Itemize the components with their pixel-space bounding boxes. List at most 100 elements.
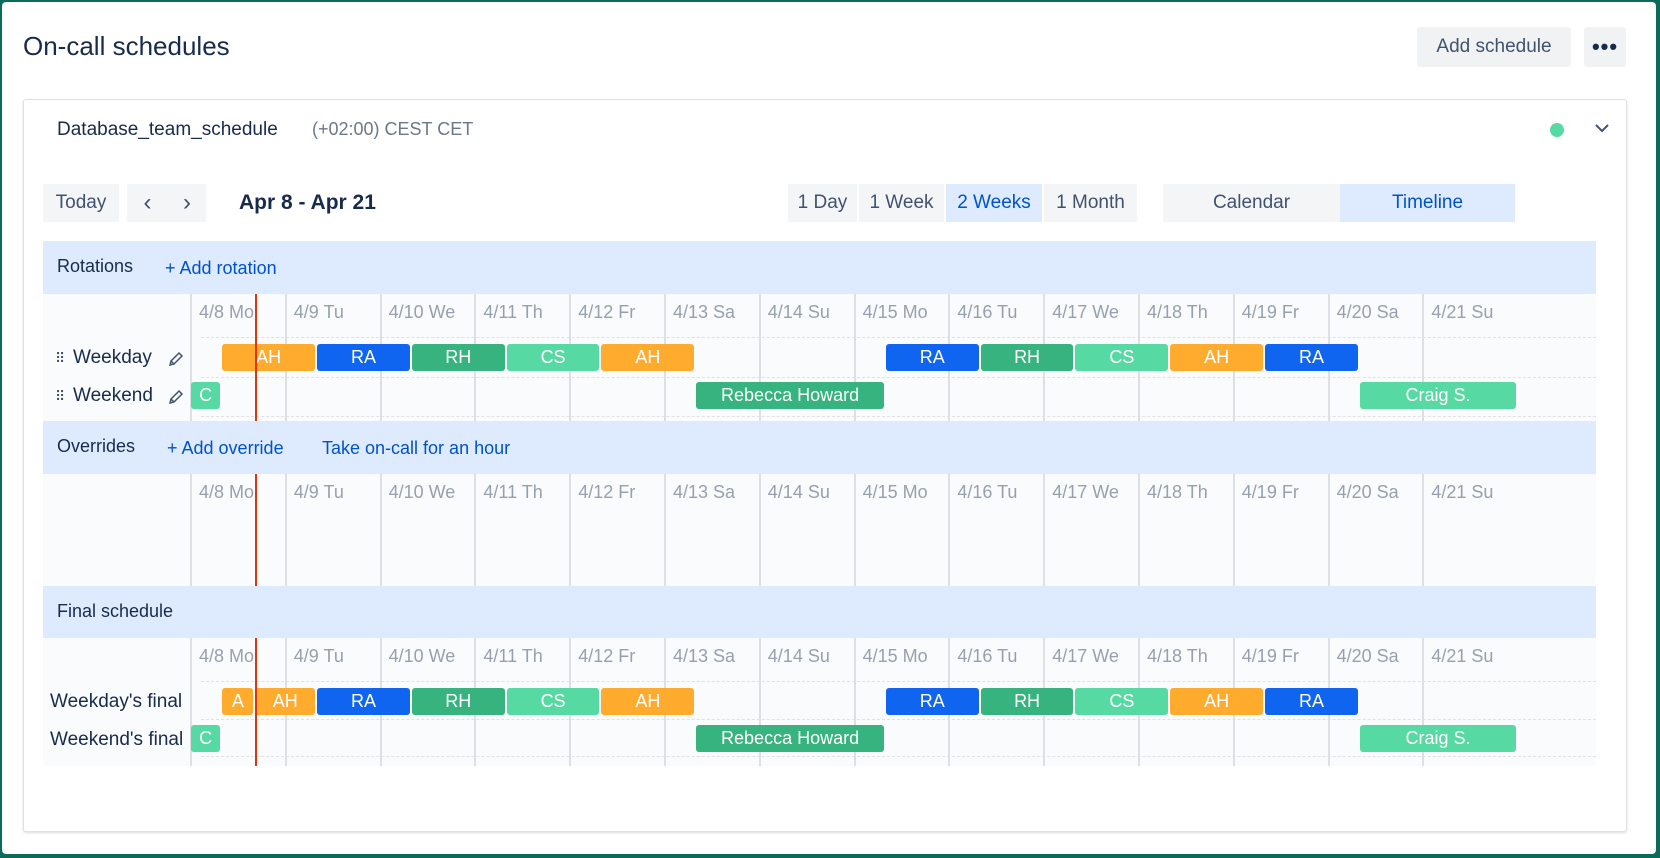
drag-handle-icon[interactable]: ⠿ bbox=[55, 350, 65, 366]
day-column-divider bbox=[1422, 638, 1425, 766]
day-column-divider bbox=[664, 474, 666, 586]
day-header: 4/14 Su bbox=[767, 646, 830, 666]
day-column-divider bbox=[284, 474, 287, 586]
day-header: 4/12 Fr bbox=[578, 646, 636, 666]
edit-icon[interactable] bbox=[167, 388, 185, 406]
day-header: 4/8 Mo bbox=[199, 646, 255, 666]
overrides-timeline: 4/8 Mo 4/9 Tu 4/10 We 4/11 Th 4/12 Fr 4/13 Sa… bbox=[43, 474, 1596, 586]
day-header: 4/17 We bbox=[1052, 646, 1119, 666]
weekday-shift-bar[interactable]: AH bbox=[601, 344, 695, 371]
day-header: 4/20 Sa bbox=[1336, 646, 1399, 666]
final-weekday-shift-bar[interactable]: RA bbox=[317, 688, 410, 715]
day-column-divider bbox=[758, 294, 761, 421]
day-column-divider bbox=[1422, 294, 1425, 421]
day-column-divider bbox=[853, 294, 856, 421]
day-header: 4/19 Fr bbox=[1241, 646, 1299, 666]
day-header: 4/15 Mo bbox=[862, 482, 928, 502]
day-column-divider bbox=[569, 474, 572, 586]
final-weekday-shift-bar[interactable]: RA bbox=[885, 688, 979, 715]
final-weekend-shift-bar[interactable]: C bbox=[191, 725, 221, 752]
day-header: 4/21 Su bbox=[1431, 302, 1494, 322]
day-column-divider bbox=[1422, 474, 1425, 586]
day-header: 4/16 Tu bbox=[957, 302, 1018, 322]
schedule-name[interactable]: Database_team_schedule bbox=[57, 119, 278, 140]
span-1-week[interactable]: 1 Week bbox=[859, 184, 944, 222]
date-range-label: Apr 8 - Apr 21 bbox=[239, 191, 376, 214]
weekday-shift-bar[interactable]: RH bbox=[411, 344, 505, 371]
span-1-month[interactable]: 1 Month bbox=[1044, 184, 1137, 222]
prev-period-button[interactable]: ‹ bbox=[127, 184, 168, 222]
day-header: 4/9 Tu bbox=[293, 482, 344, 502]
weekday-shift-bar[interactable]: CS bbox=[506, 344, 600, 371]
final-schedule-title: Final schedule bbox=[57, 601, 174, 621]
final-weekday-shift-bar[interactable]: A bbox=[222, 688, 254, 715]
page-title: On-call schedules bbox=[23, 31, 230, 61]
day-header: 4/20 Sa bbox=[1336, 302, 1399, 322]
day-header: 4/19 Fr bbox=[1241, 302, 1299, 322]
weekend-shift-bar[interactable]: Craig S. bbox=[1359, 382, 1517, 409]
rotation-label-weekend: Weekend bbox=[73, 385, 153, 406]
final-schedule-timeline: Weekday's final Weekend's final 4/8 Mo 4/… bbox=[43, 638, 1596, 766]
span-1-day[interactable]: 1 Day bbox=[788, 184, 857, 222]
weekend-shift-bar[interactable]: C bbox=[191, 382, 221, 409]
schedule-card: Database_team_schedule (+02:00) CEST CET… bbox=[23, 99, 1627, 832]
weekday-shift-bar[interactable]: RA bbox=[317, 344, 410, 371]
next-period-button[interactable]: › bbox=[168, 184, 206, 222]
view-calendar[interactable]: Calendar bbox=[1163, 184, 1340, 222]
final-weekday-shift-bar[interactable]: AH bbox=[601, 688, 695, 715]
day-column-divider bbox=[190, 474, 192, 586]
final-label-weekend: Weekend's final bbox=[50, 729, 184, 750]
final-weekday-shift-bar[interactable]: AH bbox=[1170, 688, 1264, 715]
weekend-shift-bar[interactable]: Rebecca Howard bbox=[696, 382, 884, 409]
span-2-weeks[interactable]: 2 Weeks bbox=[946, 184, 1042, 222]
rotations-title: Rotations bbox=[57, 256, 134, 276]
drag-handle-icon[interactable]: ⠿ bbox=[55, 388, 65, 404]
add-rotation-link[interactable]: + Add rotation bbox=[165, 258, 277, 278]
weekday-shift-bar[interactable]: AH bbox=[1170, 344, 1264, 371]
final-weekday-shift-bar[interactable]: RH bbox=[980, 688, 1074, 715]
take-oncall-link[interactable]: Take on-call for an hour bbox=[322, 438, 511, 458]
rotations-timeline: ⠿ Weekday ⠿ Weekend 4/8 Mo 4/9 Tu 4/10 We 4… bbox=[43, 294, 1596, 421]
add-schedule-button[interactable]: Add schedule bbox=[1417, 27, 1571, 67]
current-time-indicator bbox=[255, 474, 258, 586]
final-weekday-shift-bar[interactable]: RA bbox=[1265, 688, 1358, 715]
overrides-title: Overrides bbox=[57, 436, 136, 456]
day-header: 4/11 Th bbox=[483, 302, 543, 322]
view-timeline[interactable]: Timeline bbox=[1340, 184, 1515, 222]
final-weekday-shift-bar[interactable]: AH bbox=[255, 688, 316, 715]
more-actions-button[interactable]: ••• bbox=[1584, 27, 1626, 67]
day-column-divider bbox=[948, 474, 951, 586]
edit-icon[interactable] bbox=[167, 350, 185, 368]
day-column-divider bbox=[758, 474, 761, 586]
day-column-divider bbox=[190, 638, 192, 766]
day-column-divider bbox=[1138, 474, 1140, 586]
weekday-shift-bar[interactable]: RH bbox=[980, 344, 1074, 371]
final-weekend-shift-bar[interactable]: Craig S. bbox=[1359, 725, 1517, 752]
day-header: 4/15 Mo bbox=[862, 646, 928, 666]
day-column-divider bbox=[379, 474, 382, 586]
day-column-divider bbox=[853, 474, 856, 586]
day-header: 4/17 We bbox=[1052, 482, 1119, 502]
day-header: 4/12 Fr bbox=[578, 302, 636, 322]
weekday-shift-bar[interactable]: RA bbox=[885, 344, 979, 371]
day-header: 4/9 Tu bbox=[293, 302, 344, 322]
final-weekday-shift-bar[interactable]: CS bbox=[506, 688, 600, 715]
weekday-shift-bar[interactable]: AH bbox=[222, 344, 316, 371]
chevron-down-icon[interactable] bbox=[1592, 118, 1612, 138]
final-weekday-shift-bar[interactable]: CS bbox=[1075, 688, 1169, 715]
day-column-divider bbox=[1043, 474, 1046, 586]
add-override-link[interactable]: + Add override bbox=[167, 438, 284, 458]
day-header: 4/13 Sa bbox=[673, 646, 736, 666]
day-header: 4/14 Su bbox=[767, 302, 830, 322]
day-header: 4/16 Tu bbox=[957, 646, 1018, 666]
weekday-shift-bar[interactable]: RA bbox=[1265, 344, 1358, 371]
weekday-shift-bar[interactable]: CS bbox=[1075, 344, 1169, 371]
today-button[interactable]: Today bbox=[43, 184, 119, 222]
current-time-indicator bbox=[255, 638, 258, 766]
final-weekday-shift-bar[interactable]: RH bbox=[411, 688, 505, 715]
day-header: 4/8 Mo bbox=[199, 302, 255, 322]
final-weekend-shift-bar[interactable]: Rebecca Howard bbox=[696, 725, 884, 752]
day-header: 4/12 Fr bbox=[578, 482, 636, 502]
status-indicator bbox=[1550, 123, 1564, 137]
day-header: 4/14 Su bbox=[767, 482, 830, 502]
